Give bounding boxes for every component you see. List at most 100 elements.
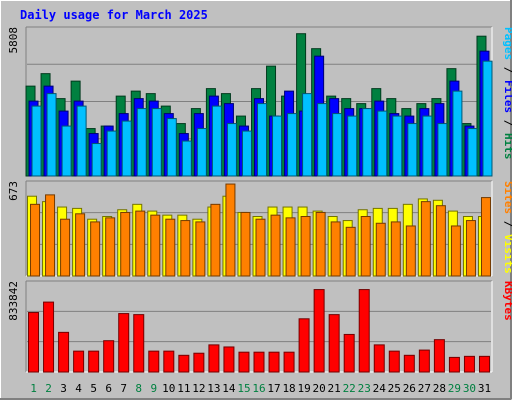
bar-sites-day-23 [360,216,371,277]
bar-pages-day-10 [166,118,177,177]
x-tick-day-19: 19 [297,382,310,395]
chart-panels: 5808 Pages / Files / Hits 673 Sites / Visit… [7,26,512,373]
bar-pages-day-18 [287,113,298,177]
bar-kbytes-day-30 [463,355,475,373]
bar-kbytes-day-31 [478,355,490,373]
bar-pages-day-30 [467,128,478,177]
x-tick-day-5: 5 [90,382,97,395]
x-tick-day-23: 23 [358,382,371,395]
x-tick-day-11: 11 [177,382,190,395]
x-tick-day-14: 14 [222,382,236,395]
series-kbytes [28,289,490,373]
bar-sites-day-30 [465,220,476,277]
bar-kbytes-day-18 [283,351,295,373]
bar-kbytes-day-9 [148,350,160,373]
x-tick-day-16: 16 [252,382,265,395]
bar-pages-day-2 [46,93,57,177]
bar-kbytes-day-19 [298,318,310,373]
x-tick-day-26: 26 [403,382,416,395]
bar-sites-day-11 [180,220,191,277]
bar-sites-day-10 [165,218,176,277]
bar-kbytes-day-20 [313,289,325,373]
x-tick-day-29: 29 [448,382,461,395]
x-tick-day-1: 1 [30,382,37,395]
bar-kbytes-day-10 [163,350,175,373]
bar-kbytes-day-22 [343,333,355,373]
legend-part: KBytes [502,281,512,321]
bar-kbytes-day-14 [223,346,235,373]
bar-pages-day-15 [241,130,252,177]
bar-sites-day-16 [255,218,266,277]
x-tick-day-20: 20 [313,382,326,395]
bar-kbytes-day-5 [88,350,100,373]
bar-kbytes-day-24 [373,344,385,373]
bar-pages-day-5 [91,143,102,177]
bar-sites-day-17 [270,214,281,277]
bar-pages-day-11 [181,140,192,177]
legend-part: / [502,60,512,80]
x-tick-day-8: 8 [135,382,142,395]
x-tick-day-3: 3 [60,382,67,395]
panel-legend-label: Pages / Files / Hits [502,27,512,160]
bar-pages-day-27 [422,115,433,177]
bar-kbytes-day-16 [253,351,265,373]
bar-sites-day-7 [120,211,131,277]
legend-part: / [502,113,512,133]
bar-pages-day-22 [347,115,358,177]
legend-part: / [502,214,512,234]
bar-kbytes-day-15 [238,351,250,373]
bar-kbytes-day-27 [418,349,430,373]
bar-pages-day-1 [31,105,42,177]
legend-part: Sites [502,181,512,214]
bar-kbytes-day-13 [208,344,220,373]
bar-sites-day-29 [450,225,461,277]
x-tick-day-2: 2 [45,382,52,395]
bar-pages-day-21 [332,113,343,177]
bar-kbytes-day-25 [388,350,400,373]
x-tick-day-6: 6 [105,382,112,395]
bar-sites-day-19 [300,216,311,277]
panel-scale-label: 5808 [7,27,20,54]
bar-sites-day-28 [435,205,446,277]
bar-kbytes-day-12 [193,352,205,373]
bar-kbytes-day-11 [178,354,190,373]
bar-pages-day-25 [392,115,403,177]
x-tick-day-30: 30 [463,382,476,395]
bar-sites-day-1 [30,203,41,277]
bar-pages-day-28 [437,123,448,177]
x-axis-labels: 1 2 3 4 5 6 7 8 9 10 11 12 13 14 15 16 17 18 19 20 21 22 23 24 2… [30,382,491,395]
bar-pages-day-8 [136,108,147,177]
legend-part: Visits [502,234,512,274]
bar-kbytes-day-26 [403,354,415,373]
bar-pages-day-24 [377,110,388,177]
bar-kbytes-day-8 [133,314,145,373]
x-tick-day-22: 22 [343,382,356,395]
legend-part: Files [502,80,512,113]
legend-part: Hits [502,133,512,160]
x-tick-day-21: 21 [328,382,341,395]
bar-pages-day-16 [257,103,267,177]
bar-kbytes-day-21 [328,314,340,373]
x-tick-day-7: 7 [120,382,127,395]
x-tick-day-18: 18 [282,382,295,395]
panel-scale-label: 833842 [7,281,20,321]
series-sites [30,183,491,277]
bar-sites-day-26 [405,225,416,277]
x-tick-day-17: 17 [267,382,280,395]
bar-kbytes-day-29 [448,356,460,373]
panel-legend-label: KBytes [502,281,512,321]
bar-kbytes-day-23 [358,289,370,373]
bar-sites-day-2 [45,194,56,277]
panel-hits-files-pages: 5808 Pages / Files / Hits [7,26,512,177]
x-tick-day-10: 10 [162,382,175,395]
bar-pages-day-26 [407,123,418,177]
bar-pages-day-14 [226,123,237,177]
bar-pages-day-29 [452,90,463,177]
chart-title: Daily usage for March 2025 [20,8,208,22]
x-tick-day-28: 28 [433,382,446,395]
bar-sites-day-20 [315,211,326,277]
bar-pages-day-7 [121,120,132,177]
bar-pages-day-19 [302,93,313,177]
bar-pages-day-9 [151,108,162,177]
bar-kbytes-day-7 [118,313,130,373]
